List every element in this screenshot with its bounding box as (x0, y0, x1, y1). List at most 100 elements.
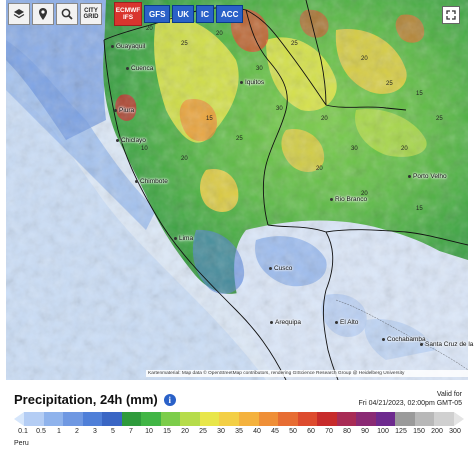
scale-tick-label: 25 (199, 428, 207, 435)
scale-swatch (180, 412, 200, 426)
location-button[interactable] (32, 3, 54, 25)
scale-swatch (102, 412, 122, 426)
city-label[interactable]: Guayaquil (111, 43, 145, 50)
isohyet-value: 30 (351, 146, 358, 152)
scale-swatch (141, 412, 161, 426)
isohyet-value: 20 (216, 31, 223, 37)
city-label[interactable]: Chimbote (135, 178, 168, 185)
isohyet-value: 25 (236, 136, 243, 142)
layers-button[interactable] (8, 3, 30, 25)
scale-swatch (239, 412, 259, 426)
location-pin-icon (39, 8, 47, 20)
legend-title: Precipitation, 24h (mm) i (14, 392, 176, 407)
isohyet-value: 25 (291, 41, 298, 47)
scale-tick-label: 30 (217, 428, 225, 435)
scale-swatch (121, 412, 142, 426)
city-grid-button[interactable]: CITY GRID (80, 3, 102, 25)
city-label[interactable]: Lima (174, 235, 193, 242)
model-uk-button[interactable]: UK (172, 5, 195, 23)
scale-tick-label: 45 (271, 428, 279, 435)
scale-swatch (317, 412, 337, 426)
scale-tick-label: 90 (361, 428, 369, 435)
isohyet-value: 20 (361, 191, 368, 197)
city-label[interactable]: Cuenca (126, 65, 153, 72)
city-label[interactable]: Rio Branco (330, 196, 367, 203)
scale-tick-label: 2 (75, 428, 79, 435)
scale-tick-label: 80 (343, 428, 351, 435)
valid-time: Valid for Fri 04/21/2023, 02:00pm GMT-05 (359, 390, 463, 408)
scale-swatch (14, 412, 24, 426)
precipitation-map[interactable]: 20 25 20 30 25 10 20 15 25 30 20 20 25 15 20 30 20 25 20 15 (6, 0, 468, 380)
scale-swatch (356, 412, 376, 426)
color-scale (14, 412, 465, 426)
isohyet-value: 20 (181, 156, 188, 162)
fullscreen-button[interactable] (442, 6, 460, 24)
scale-swatch (395, 412, 415, 426)
scale-swatch (258, 412, 279, 426)
model-gfs-button[interactable]: GFS (144, 5, 171, 23)
scale-swatch (375, 412, 396, 426)
isohyet-value: 20 (361, 56, 368, 62)
model-ic-button[interactable]: IC (196, 5, 215, 23)
isohyet-value: 25 (436, 116, 443, 122)
scale-swatch (199, 412, 220, 426)
scale-swatch (336, 412, 357, 426)
scale-tick-label: 150 (413, 428, 425, 435)
scale-tick-label: 20 (181, 428, 189, 435)
scale-swatch (82, 412, 103, 426)
isohyet-value: 25 (181, 41, 188, 47)
scale-swatch (414, 412, 435, 426)
model-acc-button[interactable]: ACC (216, 5, 244, 23)
scale-tick-label: 60 (307, 428, 315, 435)
city-label[interactable]: Arequipa (270, 319, 301, 326)
isohyet-value: 25 (386, 81, 393, 87)
scale-tick-label: 10 (145, 428, 153, 435)
isohyet-value: 20 (321, 116, 328, 122)
map-attribution: Kartenmaterial: Map data © OpenStreetMap… (146, 370, 470, 377)
scale-swatch (454, 412, 465, 426)
city-label[interactable]: Porto Velho (408, 173, 447, 180)
scale-swatch (24, 412, 44, 426)
scale-tick-label: 40 (253, 428, 261, 435)
city-label[interactable]: Santa Cruz de la Sierra (420, 341, 474, 348)
scale-tick-label: 50 (289, 428, 297, 435)
city-label[interactable]: Iquitos (240, 79, 264, 86)
city-label[interactable]: Piura (114, 107, 134, 114)
scale-swatch (63, 412, 83, 426)
scale-tick-label: 125 (395, 428, 407, 435)
isohyet-value: 15 (416, 206, 423, 212)
scale-tick-label: 15 (163, 428, 171, 435)
search-icon (61, 8, 73, 20)
scale-tick-label: 0.1 (18, 428, 28, 435)
isohyet-value: 15 (416, 91, 423, 97)
scale-swatch (434, 412, 455, 426)
city-label[interactable]: El Alto (335, 319, 358, 326)
scale-tick-label: 3 (93, 428, 97, 435)
isohyet-value: 30 (256, 66, 263, 72)
scale-swatch (219, 412, 240, 426)
scale-tick-label: 200 (431, 428, 443, 435)
region-label: Peru (14, 440, 29, 447)
city-label[interactable]: Cusco (269, 265, 292, 272)
city-label[interactable]: Chiclayo (116, 137, 146, 144)
isohyet-value: 10 (141, 146, 148, 152)
scale-tick-label: 100 (377, 428, 389, 435)
isohyet-value: 20 (316, 166, 323, 172)
scale-swatch (160, 412, 181, 426)
scale-tick-label: 7 (129, 428, 133, 435)
scale-swatch (297, 412, 318, 426)
scale-swatch (43, 412, 64, 426)
info-icon[interactable]: i (163, 393, 176, 406)
scale-tick-label: 70 (325, 428, 333, 435)
city-label[interactable]: Cochabamba (382, 336, 426, 343)
scale-tick-label: 1 (57, 428, 61, 435)
expand-icon (446, 10, 456, 20)
isohyet-value: 15 (206, 116, 213, 122)
valid-label: Valid for (436, 391, 462, 398)
model-ecmwf-button[interactable]: ECMWF IFS (114, 2, 142, 26)
scale-tick-label: 300 (449, 428, 461, 435)
scale-tick-label: 5 (111, 428, 115, 435)
search-button[interactable] (56, 3, 78, 25)
map-canvas: 20 25 20 30 25 10 20 15 25 30 20 20 25 15 20 30 20 25 20 15 (6, 0, 468, 380)
isohyet-value: 20 (146, 26, 153, 32)
